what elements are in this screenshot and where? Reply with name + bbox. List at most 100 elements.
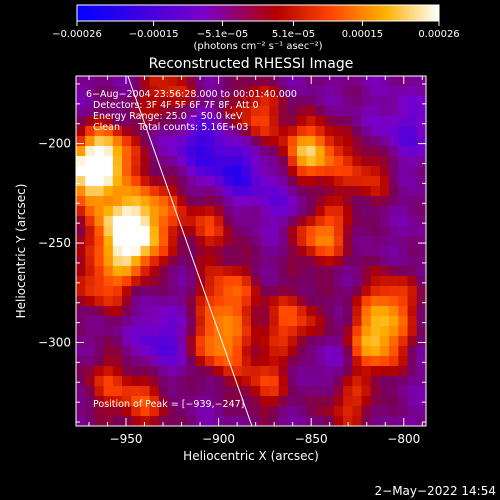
heatmap-cell	[94, 376, 105, 387]
heatmap-cell	[416, 196, 426, 207]
heatmap-cell	[324, 286, 335, 297]
heatmap-cell	[241, 336, 252, 347]
colorbar-tick-label: −0.00026	[52, 29, 102, 40]
heatmap-cell	[287, 156, 298, 167]
heatmap-cell	[324, 206, 335, 217]
colorbar-tick-label: 0.00026	[418, 29, 459, 40]
heatmap-cell	[269, 256, 280, 267]
heatmap-cell	[278, 96, 289, 107]
heatmap-cell	[131, 236, 141, 247]
heatmap-cell	[370, 376, 381, 387]
heatmap-cell	[398, 356, 408, 367]
heatmap-cell	[177, 396, 187, 407]
heatmap-cell	[85, 186, 95, 197]
heatmap-cell	[361, 306, 372, 317]
heatmap-cell	[177, 316, 187, 327]
heatmap-cell	[297, 416, 307, 426]
heatmap-cell	[158, 356, 169, 367]
heatmap-cell	[158, 396, 169, 407]
heatmap-cell	[158, 416, 169, 426]
heatmap-cell	[204, 236, 215, 247]
heatmap-cell	[103, 366, 114, 377]
heatmap-cell	[158, 276, 169, 287]
heatmap-cell	[269, 386, 280, 397]
heatmap-cell	[177, 336, 187, 347]
heatmap-cell	[251, 226, 261, 237]
heatmap-cell	[168, 356, 178, 367]
heatmap-cell	[370, 166, 381, 177]
heatmap-cell	[398, 76, 408, 87]
heatmap-cell	[122, 286, 132, 297]
heatmap-cell	[343, 146, 353, 157]
heatmap-cell	[112, 116, 123, 127]
heatmap-cell	[343, 356, 353, 367]
heatmap-cell	[352, 116, 362, 127]
heatmap-cell	[168, 76, 178, 87]
heatmap-cell	[370, 256, 381, 267]
heatmap-cell	[416, 236, 426, 247]
heatmap-cell	[103, 156, 114, 167]
heatmap-cell	[149, 136, 160, 147]
heatmap-cell	[223, 196, 233, 207]
heatmap-cell	[389, 226, 399, 237]
heatmap-cell	[177, 356, 187, 367]
heatmap-cell	[168, 176, 178, 187]
heatmap-cell	[112, 246, 123, 257]
heatmap-cell	[85, 376, 95, 387]
heatmap-cell	[407, 76, 418, 87]
heatmap-cell	[195, 286, 206, 297]
heatmap-cell	[269, 396, 280, 407]
heatmap-cell	[85, 126, 95, 137]
heatmap-cell	[122, 326, 132, 337]
heatmap-cell	[416, 276, 426, 287]
heatmap-cell	[278, 416, 289, 426]
heatmap-cell	[361, 216, 372, 227]
heatmap-cell	[94, 136, 105, 147]
heatmap-cell	[103, 96, 114, 107]
heatmap-cell	[112, 286, 123, 297]
heatmap-cell	[260, 206, 270, 217]
heatmap-cell	[131, 286, 141, 297]
heatmap-cell	[297, 266, 307, 277]
heatmap-cell	[76, 366, 86, 377]
heatmap-cell	[195, 86, 206, 97]
heatmap-cell	[416, 336, 426, 347]
heatmap-cell	[287, 346, 298, 357]
heatmap-cell	[315, 146, 326, 157]
heatmap-cell	[195, 396, 206, 407]
heatmap-cell	[260, 116, 270, 127]
heatmap-cell	[112, 106, 123, 117]
heatmap-cell	[241, 76, 252, 87]
heatmap-cell	[297, 186, 307, 197]
heatmap-cell	[297, 406, 307, 417]
heatmap-cell	[398, 86, 408, 97]
heatmap-cell	[204, 76, 215, 87]
heatmap-cell	[94, 206, 105, 217]
heatmap-cell	[85, 166, 95, 177]
heatmap-cell	[398, 226, 408, 237]
heatmap-cell	[269, 136, 280, 147]
heatmap-cell	[370, 86, 381, 97]
heatmap-cell	[379, 226, 390, 237]
heatmap-cell	[232, 376, 243, 387]
heatmap-cell	[324, 196, 335, 207]
heatmap-cell	[158, 126, 169, 137]
heatmap-cell	[352, 246, 362, 257]
y-tick-label: −200	[38, 137, 71, 151]
heatmap-cell	[278, 316, 289, 327]
heatmap-cell	[260, 216, 270, 227]
heatmap-cell	[407, 156, 418, 167]
heatmap-cell	[241, 326, 252, 337]
heatmap-cell	[214, 186, 224, 197]
heatmap-cell	[122, 396, 132, 407]
heatmap-cell	[398, 186, 408, 197]
heatmap-cell	[85, 306, 95, 317]
heatmap-cell	[214, 106, 224, 117]
heatmap-cell	[389, 416, 399, 426]
heatmap-cell	[287, 116, 298, 127]
heatmap-cell	[269, 336, 280, 347]
heatmap-cell	[398, 316, 408, 327]
heatmap-cell	[204, 336, 215, 347]
heatmap-cell	[269, 406, 280, 417]
heatmap-cell	[214, 306, 224, 317]
